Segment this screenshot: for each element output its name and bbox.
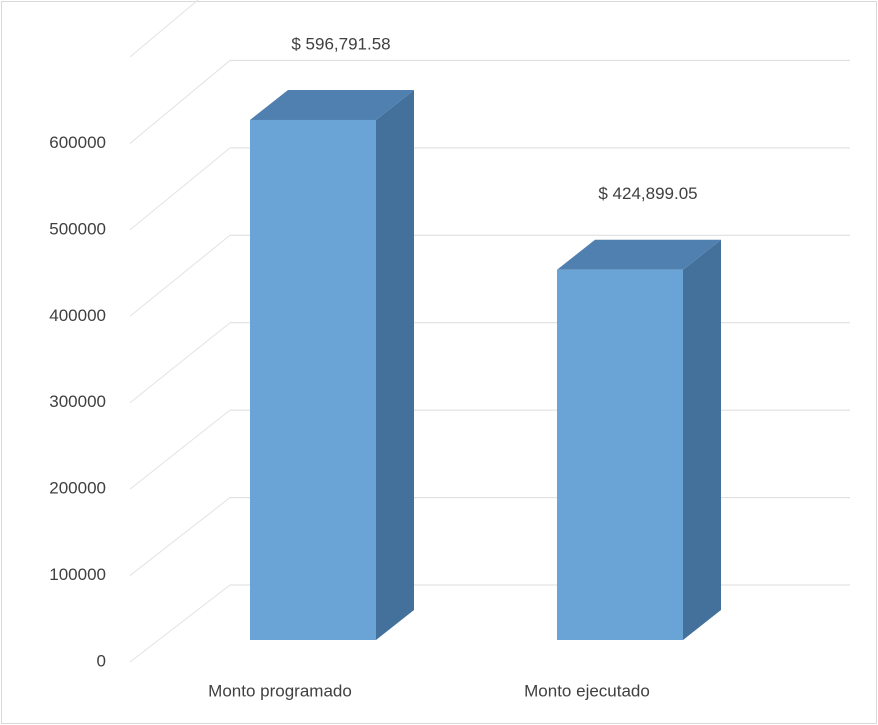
y-tick-label: 600000 — [49, 133, 106, 152]
grid-line — [129, 147, 231, 231]
grid-line — [129, 234, 231, 317]
x-tick-label: Monto ejecutado — [524, 681, 650, 700]
y-tick-label: 100000 — [49, 565, 106, 584]
y-tick-label: 500000 — [49, 219, 106, 238]
y-tick-label: 300000 — [49, 392, 106, 411]
grid-line — [129, 584, 231, 663]
y-tick-label: 200000 — [49, 479, 106, 498]
x-tick-label: Monto programado — [208, 681, 352, 700]
bar — [250, 119, 376, 640]
grid-line — [129, 60, 231, 144]
data-label: $ 596,791.58 — [291, 34, 390, 53]
bar-top — [557, 239, 721, 270]
grid-line — [129, 409, 231, 490]
wall-top — [129, 0, 199, 58]
bar-top — [250, 89, 414, 120]
y-tick-label: 0 — [97, 651, 106, 670]
data-label: $ 424,899.05 — [598, 184, 697, 203]
grid-line — [129, 497, 231, 576]
bar-side — [683, 239, 721, 640]
y-tick-label: 400000 — [49, 306, 106, 325]
bar-side — [376, 89, 414, 640]
grid-line — [129, 322, 231, 404]
bar — [557, 269, 683, 640]
